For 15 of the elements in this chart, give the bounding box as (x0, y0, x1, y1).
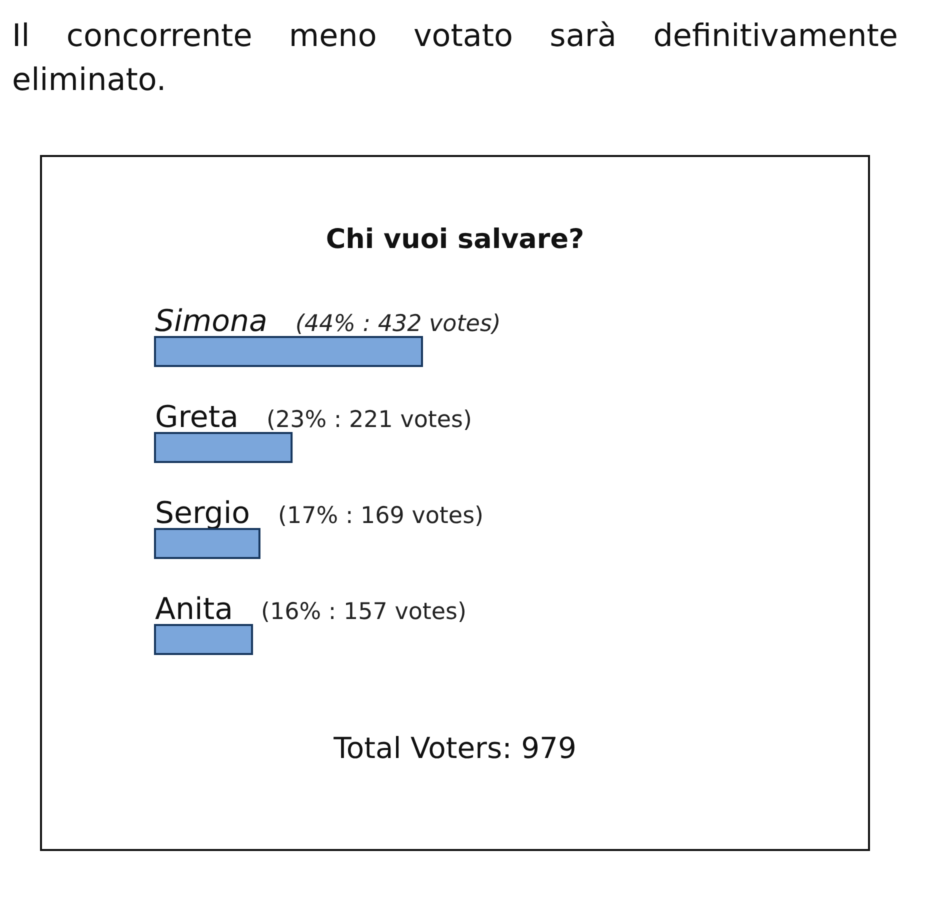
bar (154, 336, 423, 367)
y-tick-label: Anita (155, 592, 234, 627)
data-label: (23% : 221 votes) (266, 407, 472, 433)
bar (154, 528, 260, 559)
y-tick-label: Sergio (155, 496, 250, 531)
chart-title: Chi vuoi salvare? (326, 224, 584, 255)
bar (154, 432, 293, 463)
y-tick-label: Simona (155, 304, 268, 339)
y-tick-label: Greta (155, 400, 239, 435)
bar (154, 624, 254, 655)
data-label: (44% : 432 votes) (295, 311, 501, 337)
data-label: (16% : 157 votes) (261, 599, 467, 625)
text: Il concorrente meno votato sarà definitivamente eliminato. (11, 17, 898, 100)
text: Total Voters: 979 (332, 731, 576, 765)
data-label: (17% : 169 votes) (278, 503, 484, 529)
